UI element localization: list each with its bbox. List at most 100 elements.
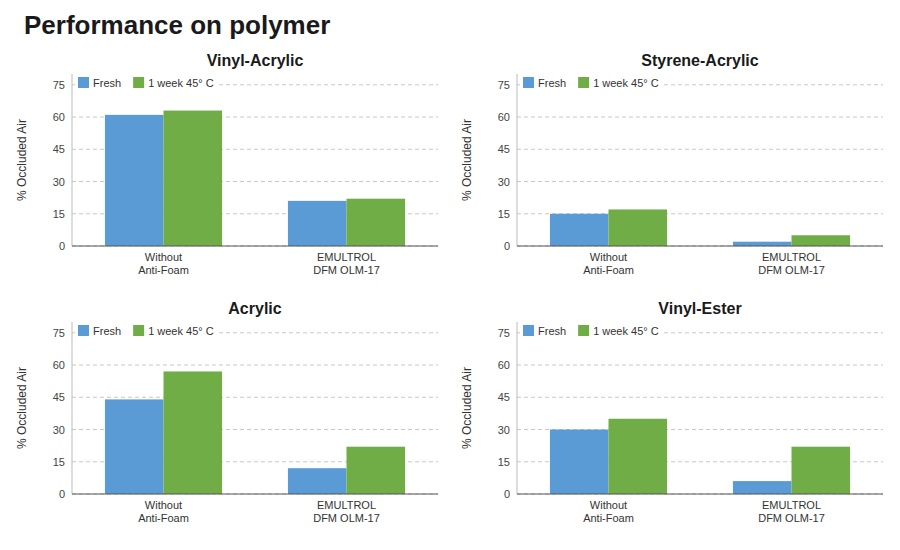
legend-swatch: [78, 77, 89, 88]
y-tick-label: 30: [53, 176, 65, 188]
bar: [550, 214, 609, 246]
bar: [347, 447, 406, 494]
x-tick-label-line: Anti-Foam: [138, 264, 189, 276]
legend: Fresh 1 week 45° C: [520, 75, 662, 90]
x-tick-label: WithoutAnti-Foam: [583, 499, 634, 524]
bar: [733, 481, 792, 494]
legend-label: Fresh: [93, 325, 121, 337]
grid-line: [72, 397, 438, 398]
y-tick-label: 45: [53, 143, 65, 155]
y-axis-line: [72, 322, 73, 494]
subplot: Acrylic01530456075% Occluded AirWithoutA…: [15, 300, 438, 524]
legend-label: Fresh: [93, 77, 121, 89]
x-tick-label-line: Without: [145, 499, 182, 511]
bar: [288, 201, 347, 246]
legend-label: 1 week 45° C: [593, 77, 659, 89]
y-tick-label: 75: [498, 327, 510, 339]
bar: [288, 468, 347, 494]
bar: [164, 111, 223, 246]
x-tick-label: EMULTROLDFM OLM-17: [313, 499, 380, 524]
bar: [792, 447, 851, 494]
y-tick-label: 15: [498, 456, 510, 468]
x-tick-label-line: Without: [590, 251, 627, 263]
x-tick-label-line: Anti-Foam: [583, 512, 634, 524]
subplot: Vinyl-Ester01530456075% Occluded AirWith…: [460, 300, 883, 524]
x-tick-label-line: Anti-Foam: [583, 264, 634, 276]
x-tick-label: WithoutAnti-Foam: [138, 251, 189, 276]
x-tick-label-line: EMULTROL: [317, 499, 376, 511]
grid-line: [72, 246, 438, 247]
bar: [609, 419, 668, 494]
y-tick-label: 45: [498, 143, 510, 155]
y-axis-label: % Occluded Air: [460, 367, 474, 449]
legend-swatch: [523, 325, 534, 336]
x-tick-label: EMULTROLDFM OLM-17: [758, 251, 825, 276]
grid-line: [517, 397, 883, 398]
bars: [550, 419, 850, 494]
x-tick-label: WithoutAnti-Foam: [138, 499, 189, 524]
y-axis-label: % Occluded Air: [15, 119, 29, 201]
legend-swatch: [133, 325, 144, 336]
x-axis-line: [517, 494, 883, 495]
chart-root: Performance on polymerVinyl-Acrylic01530…: [0, 0, 900, 550]
y-tick-label: 0: [504, 488, 510, 500]
bars: [105, 371, 405, 494]
grid-line: [517, 494, 883, 495]
x-tick-label-line: DFM OLM-17: [313, 512, 380, 524]
bars: [550, 209, 850, 246]
x-axis-line: [517, 246, 883, 247]
bar: [164, 371, 223, 494]
legend: Fresh 1 week 45° C: [75, 75, 217, 90]
legend-swatch: [78, 325, 89, 336]
legend-swatch: [578, 77, 589, 88]
subplot-title: Styrene-Acrylic: [641, 52, 758, 69]
x-tick-label-line: EMULTROL: [317, 251, 376, 263]
y-tick-label: 45: [498, 391, 510, 403]
x-tick-label-line: Anti-Foam: [138, 512, 189, 524]
bars: [105, 111, 405, 246]
subplot: Styrene-Acrylic01530456075% Occluded Air…: [460, 52, 883, 276]
x-tick-label-line: DFM OLM-17: [758, 512, 825, 524]
legend-background: [75, 323, 217, 338]
y-tick-label: 60: [498, 111, 510, 123]
legend-label: 1 week 45° C: [148, 77, 214, 89]
legend-swatch: [578, 325, 589, 336]
legend-label: 1 week 45° C: [148, 325, 214, 337]
y-tick-label: 0: [504, 240, 510, 252]
bar: [609, 209, 668, 246]
grid-line: [72, 365, 438, 366]
y-tick-label: 0: [59, 488, 65, 500]
grid-line: [517, 117, 883, 118]
y-tick-label: 30: [53, 424, 65, 436]
bar: [105, 399, 164, 494]
legend-swatch: [523, 77, 534, 88]
x-tick-label-line: DFM OLM-17: [313, 264, 380, 276]
x-tick-label-line: Without: [590, 499, 627, 511]
legend-swatch: [133, 77, 144, 88]
x-tick-label-line: EMULTROL: [762, 499, 821, 511]
bar: [792, 235, 851, 246]
legend-label: Fresh: [538, 77, 566, 89]
grid-line: [517, 365, 883, 366]
legend-background: [520, 75, 662, 90]
subplot-title: Vinyl-Acrylic: [207, 52, 304, 69]
legend-background: [75, 75, 217, 90]
y-tick-label: 60: [53, 111, 65, 123]
x-tick-label: EMULTROLDFM OLM-17: [313, 251, 380, 276]
subplot: Vinyl-Acrylic01530456075% Occluded AirWi…: [15, 52, 438, 276]
x-tick-label: WithoutAnti-Foam: [583, 251, 634, 276]
legend: Fresh 1 week 45° C: [75, 323, 217, 338]
y-tick-label: 0: [59, 240, 65, 252]
x-axis-line: [72, 246, 438, 247]
grid-line: [517, 149, 883, 150]
grid-line: [517, 181, 883, 182]
bar: [733, 242, 792, 246]
y-tick-label: 15: [53, 208, 65, 220]
y-tick-label: 30: [498, 424, 510, 436]
legend-label: Fresh: [538, 325, 566, 337]
y-tick-label: 75: [498, 79, 510, 91]
bar: [347, 199, 406, 246]
y-axis-label: % Occluded Air: [460, 119, 474, 201]
x-tick-label: EMULTROLDFM OLM-17: [758, 499, 825, 524]
legend: Fresh1 week 45° C: [520, 323, 662, 338]
